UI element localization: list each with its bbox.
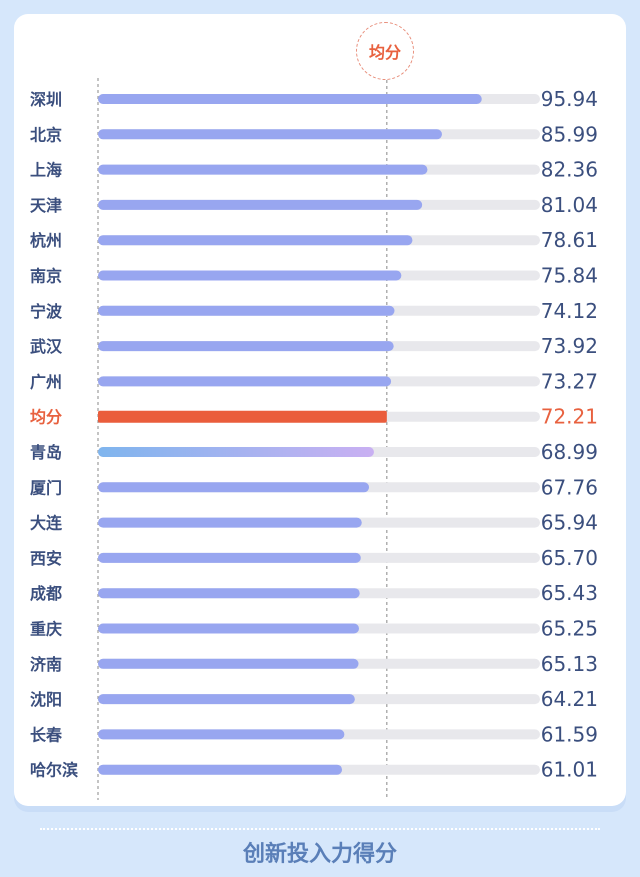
category-label: 厦门 bbox=[30, 478, 62, 497]
bar bbox=[98, 164, 428, 175]
category-label: 青岛 bbox=[30, 443, 62, 462]
category-label: 广州 bbox=[30, 372, 62, 391]
category-label: 北京 bbox=[30, 125, 62, 144]
value-label: 68.99 bbox=[541, 440, 598, 464]
bar bbox=[98, 517, 362, 528]
category-label: 南京 bbox=[30, 267, 62, 286]
value-label: 72.21 bbox=[541, 405, 598, 429]
average-bar bbox=[98, 410, 387, 423]
category-label: 天津 bbox=[30, 196, 62, 215]
bar bbox=[98, 552, 361, 563]
value-label: 61.01 bbox=[541, 758, 598, 782]
category-label: 杭州 bbox=[30, 231, 62, 250]
value-label: 78.61 bbox=[541, 228, 598, 252]
bar bbox=[98, 199, 423, 210]
bar bbox=[98, 376, 392, 387]
value-label: 73.27 bbox=[541, 369, 598, 393]
value-label: 74.12 bbox=[541, 299, 598, 323]
bar bbox=[98, 94, 482, 104]
value-label: 81.04 bbox=[541, 193, 598, 217]
category-label: 大连 bbox=[30, 514, 63, 533]
category-label: 西安 bbox=[30, 549, 62, 568]
category-label: 深圳 bbox=[30, 90, 62, 109]
chart-card bbox=[14, 14, 626, 806]
value-label: 65.25 bbox=[541, 617, 598, 641]
value-label: 61.59 bbox=[541, 722, 598, 746]
bar bbox=[98, 658, 359, 669]
value-label: 73.92 bbox=[541, 334, 598, 358]
category-label: 武汉 bbox=[30, 337, 63, 356]
bar bbox=[98, 764, 343, 775]
category-label: 长春 bbox=[30, 725, 63, 744]
value-label: 65.43 bbox=[541, 581, 598, 605]
average-badge: 均分 bbox=[356, 22, 414, 80]
bar bbox=[98, 588, 360, 599]
category-label: 哈尔滨 bbox=[30, 761, 78, 780]
value-label: 82.36 bbox=[541, 158, 598, 182]
value-label: 67.76 bbox=[541, 475, 598, 499]
bar bbox=[98, 129, 442, 140]
bar bbox=[98, 235, 413, 246]
value-label: 95.94 bbox=[541, 87, 598, 111]
category-label: 成都 bbox=[30, 584, 62, 603]
category-label: 沈阳 bbox=[30, 690, 62, 709]
footer-divider bbox=[40, 828, 600, 830]
value-label: 64.21 bbox=[541, 687, 598, 711]
bar bbox=[98, 341, 394, 352]
category-label: 济南 bbox=[30, 655, 62, 674]
category-label: 宁波 bbox=[30, 302, 63, 321]
footer-title: 创新投入力得分 bbox=[242, 842, 397, 867]
bar bbox=[98, 623, 359, 634]
bar bbox=[98, 694, 355, 705]
value-label: 65.94 bbox=[541, 511, 598, 535]
bar bbox=[98, 270, 402, 281]
category-label: 上海 bbox=[30, 161, 62, 180]
value-label: 65.70 bbox=[541, 546, 598, 570]
value-label: 65.13 bbox=[541, 652, 598, 676]
value-label: 75.84 bbox=[541, 264, 598, 288]
bar bbox=[98, 482, 370, 493]
bar bbox=[98, 305, 395, 316]
bar bbox=[98, 447, 374, 457]
value-label: 85.99 bbox=[541, 122, 598, 146]
category-label: 重庆 bbox=[30, 620, 62, 639]
category-label: 均分 bbox=[30, 408, 62, 427]
bar bbox=[98, 729, 345, 740]
